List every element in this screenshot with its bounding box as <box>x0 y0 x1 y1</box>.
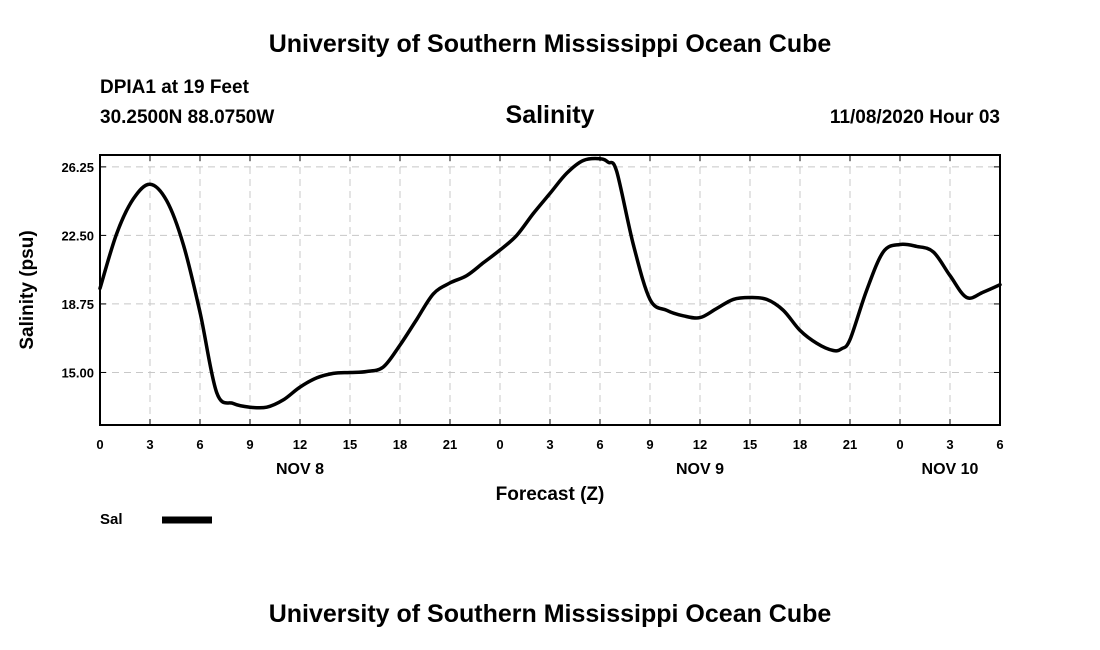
data-point <box>365 370 368 373</box>
data-point <box>432 292 435 295</box>
data-point <box>840 347 843 350</box>
data-point <box>415 318 418 321</box>
data-point <box>849 338 852 341</box>
data-point <box>915 245 918 248</box>
x-tick-label: 12 <box>293 437 307 452</box>
coordinates-label: 30.2500N 88.0750W <box>100 107 275 128</box>
chart-series <box>98 156 1002 410</box>
data-point <box>182 243 185 246</box>
datetime-label: 11/08/2020 Hour 03 <box>829 107 1000 128</box>
data-point <box>299 386 302 389</box>
chart-grid <box>100 155 1000 425</box>
data-point <box>565 172 568 175</box>
x-tick-label: 21 <box>843 437 857 452</box>
data-point <box>665 309 668 312</box>
data-point <box>799 329 802 332</box>
data-point <box>765 298 768 301</box>
data-point <box>532 212 535 215</box>
x-tick-label: 18 <box>793 437 807 452</box>
day-label: NOV 9 <box>676 461 724 478</box>
x-tick-label: 3 <box>146 437 153 452</box>
x-axis-label: Forecast (Z) <box>496 484 605 505</box>
data-point <box>682 314 685 317</box>
data-point <box>249 406 252 409</box>
y-axis-label: Salinity (psu) <box>17 230 38 349</box>
x-tick-label: 12 <box>693 437 707 452</box>
data-point <box>115 232 118 235</box>
data-point <box>149 183 152 186</box>
data-point <box>965 296 968 299</box>
data-point <box>882 250 885 253</box>
data-point <box>649 298 652 301</box>
data-point <box>982 291 985 294</box>
bottom-title: University of Southern Mississippi Ocean… <box>268 600 832 628</box>
data-point <box>582 159 585 162</box>
data-point <box>732 298 735 301</box>
x-tick-label: 3 <box>546 437 553 452</box>
chart-title: Salinity <box>505 101 595 129</box>
data-point <box>932 250 935 253</box>
data-point <box>165 199 168 202</box>
data-point <box>199 311 202 314</box>
data-point <box>449 281 452 284</box>
data-point <box>515 234 518 237</box>
data-point <box>232 402 235 405</box>
data-point <box>482 261 485 264</box>
x-tick-label: 6 <box>196 437 203 452</box>
x-tick-label: 3 <box>946 437 953 452</box>
y-axis: 15.00 18.75 22.50 26.25 <box>61 160 1000 380</box>
data-point <box>699 316 702 319</box>
x-tick-label: 0 <box>96 437 103 452</box>
legend-label: Sal <box>100 511 123 528</box>
day-labels: NOV 8 NOV 9 NOV 10 <box>276 461 979 478</box>
day-label: NOV 10 <box>922 461 979 478</box>
x-tick-label: 6 <box>996 437 1003 452</box>
data-point <box>782 309 785 312</box>
data-point <box>632 243 635 246</box>
data-point <box>399 344 402 347</box>
x-axis: 0 3 6 9 12 15 18 21 0 3 6 9 12 15 18 21 0 3 6 <box>96 155 1004 452</box>
data-point <box>465 274 468 277</box>
legend: Sal <box>100 511 212 528</box>
data-point <box>899 243 902 246</box>
x-tick-label: 15 <box>743 437 757 452</box>
y-tick-label: 22.50 <box>61 228 94 243</box>
x-tick-label: 15 <box>343 437 357 452</box>
data-point <box>549 192 552 195</box>
data-point <box>315 376 318 379</box>
x-tick-label: 21 <box>443 437 457 452</box>
x-tick-label: 6 <box>596 437 603 452</box>
data-point <box>715 307 718 310</box>
x-tick-label: 0 <box>496 437 503 452</box>
x-tick-label: 0 <box>896 437 903 452</box>
data-point <box>265 406 268 409</box>
data-point <box>382 366 385 369</box>
data-point <box>215 391 218 394</box>
data-point <box>349 371 352 374</box>
data-point <box>949 274 952 277</box>
data-point <box>749 296 752 299</box>
x-tick-label: 9 <box>646 437 653 452</box>
data-point <box>332 372 335 375</box>
data-point <box>499 249 502 252</box>
data-point <box>865 289 868 292</box>
y-tick-label: 15.00 <box>61 365 94 380</box>
data-point <box>832 349 835 352</box>
top-title: University of Southern Mississippi Ocean… <box>268 30 832 58</box>
data-point <box>615 170 618 173</box>
series-line-sal <box>98 156 1002 410</box>
x-tick-label: 18 <box>393 437 407 452</box>
data-point <box>815 342 818 345</box>
data-point <box>132 197 135 200</box>
x-tick-label: 9 <box>246 437 253 452</box>
y-tick-label: 26.25 <box>61 160 94 175</box>
station-label: DPIA1 at 19 Feet <box>100 77 249 98</box>
day-label: NOV 8 <box>276 461 324 478</box>
data-point <box>282 398 285 401</box>
y-tick-label: 18.75 <box>61 297 94 312</box>
data-point <box>607 161 610 164</box>
